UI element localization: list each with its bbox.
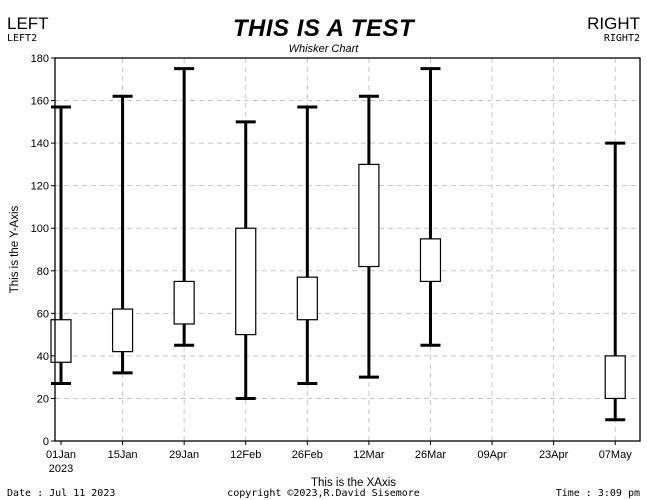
footer-copyright: copyright ©2023,R.David Sisemore bbox=[227, 488, 420, 499]
x-tick-year-label: 2023 bbox=[49, 463, 73, 475]
whisker-box bbox=[173, 280, 195, 325]
y-tick-label: 160 bbox=[31, 96, 49, 108]
whisker-box bbox=[296, 276, 318, 321]
x-tick-label: 01Jan bbox=[46, 449, 76, 461]
whisker-26Mar bbox=[419, 67, 442, 347]
whisker-box bbox=[419, 238, 442, 283]
whisker-12Feb bbox=[235, 120, 257, 400]
header-left-sublabel: LEFT2 bbox=[7, 33, 38, 44]
whisker-box bbox=[358, 163, 380, 268]
whisker-01Jan bbox=[50, 105, 72, 386]
x-tick-label: 23Apr bbox=[539, 449, 569, 461]
header-right-sublabel: RIGHT2 bbox=[603, 33, 640, 44]
y-tick-label: 0 bbox=[43, 436, 49, 448]
y-tick-label: 140 bbox=[31, 138, 49, 150]
chart-marks bbox=[50, 67, 626, 422]
chart-subtitle: Whisker Chart bbox=[288, 43, 359, 55]
x-axis-title: This is the XAxis bbox=[311, 477, 396, 489]
x-tick-label: 26Feb bbox=[292, 449, 323, 461]
whisker-box bbox=[235, 227, 257, 336]
whisker-box bbox=[111, 308, 134, 353]
x-tick-label: 07May bbox=[599, 449, 633, 461]
y-tick-label: 120 bbox=[31, 181, 49, 193]
x-tick-label: 29Jan bbox=[169, 449, 199, 461]
whisker-26Feb bbox=[296, 105, 318, 386]
x-tick-label: 15Jan bbox=[108, 449, 138, 461]
footer-date: Date : Jul 11 2023 bbox=[7, 488, 116, 499]
y-axis-title: This is the Y-Axis bbox=[9, 205, 21, 293]
y-tick-label: 60 bbox=[37, 308, 49, 320]
whisker-29Jan bbox=[173, 67, 195, 347]
x-tick-label: 26Mar bbox=[415, 449, 447, 461]
footer-time: Time : 3:09 pm bbox=[555, 488, 640, 499]
x-tick-label: 12Feb bbox=[230, 449, 261, 461]
whisker-box bbox=[604, 355, 626, 400]
x-tick-label: 12Mar bbox=[353, 449, 385, 461]
plot-frame bbox=[54, 57, 641, 442]
whisker-box bbox=[50, 319, 72, 363]
grid-lines bbox=[55, 58, 640, 441]
y-tick-label: 20 bbox=[37, 393, 49, 405]
header-left-label: LEFT bbox=[7, 14, 49, 33]
y-tick-label: 100 bbox=[31, 223, 49, 235]
whisker-15Jan bbox=[111, 94, 134, 375]
y-tick-label: 80 bbox=[37, 266, 49, 278]
header-right-label: RIGHT bbox=[587, 14, 640, 33]
chart-title: THIS IS A TEST bbox=[232, 15, 415, 42]
y-tick-label: 180 bbox=[31, 53, 49, 65]
axis-ticks: 0 20 40 60 80 100 120 140 160 180 01Jan 15Jan 29Jan 1… bbox=[31, 53, 633, 475]
whisker-12Mar bbox=[358, 94, 380, 379]
x-tick-label: 09Apr bbox=[477, 449, 507, 461]
y-tick-label: 40 bbox=[37, 351, 49, 363]
whisker-07May bbox=[604, 141, 626, 422]
